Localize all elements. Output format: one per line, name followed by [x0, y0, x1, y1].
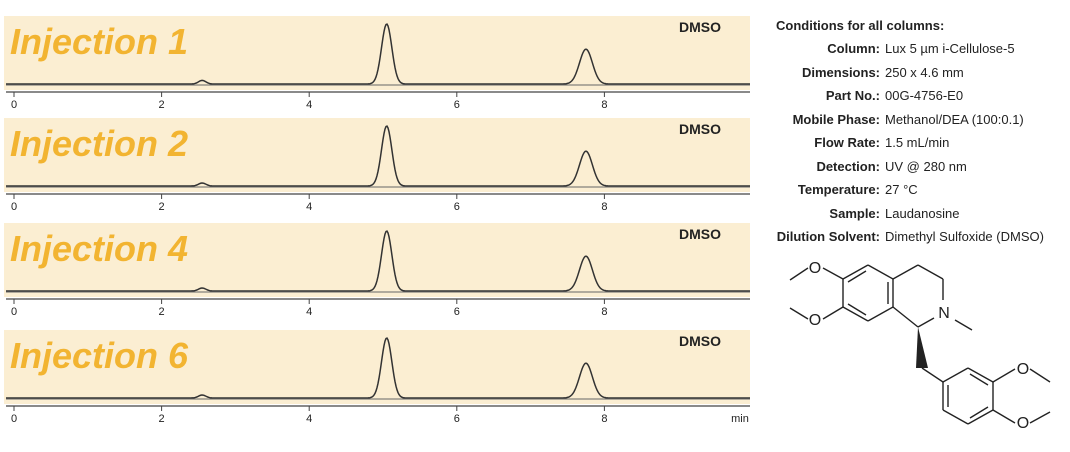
chromatogram-panel: 0 2 4 6 8 Injection 4 DMSO	[4, 223, 750, 318]
condition-label: Dimensions:	[801, 64, 880, 80]
injection-title: Injection 4	[10, 228, 188, 269]
chromatogram-trace	[6, 23, 750, 85]
condition-row-dilution-solvent: Dilution Solvent: Dimethyl Sulfoxide (DM…	[760, 225, 1065, 249]
chromatogram-panel: 0 2 4 6 8 Injection 1 DMSO	[4, 16, 750, 111]
atom-o: O	[1017, 415, 1029, 432]
structure-bonds	[789, 264, 1051, 425]
condition-label: Part No.:	[825, 88, 880, 104]
injection-title: Injection 1	[10, 21, 188, 62]
condition-label: Temperature:	[797, 182, 880, 198]
x-tick-label: 6	[454, 306, 460, 318]
injection-title: Injection 6	[10, 335, 189, 376]
condition-value: 250 x 4.6 mm	[885, 64, 964, 80]
condition-label: Mobile Phase:	[792, 111, 880, 127]
x-tick-label: 8	[601, 306, 607, 318]
condition-row-detection: Detection: UV @ 280 nm	[760, 155, 1065, 179]
x-tick-label: 8	[601, 99, 607, 111]
condition-label: Detection:	[816, 158, 880, 174]
condition-label: Dilution Solvent:	[776, 229, 880, 245]
x-tick-label: 0	[11, 413, 17, 425]
solvent-label: DMSO	[679, 226, 721, 242]
x-tick-label: 2	[159, 99, 165, 111]
x-tick-label: 6	[454, 99, 460, 111]
x-tick-label: 2	[159, 413, 165, 425]
solvent-label: DMSO	[679, 121, 721, 137]
injection-title: Injection 2	[10, 123, 188, 164]
x-tick-label: 8	[601, 201, 607, 213]
atom-n: N	[938, 305, 950, 322]
x-tick-label: 0	[11, 99, 17, 111]
x-tick-label: 2	[159, 201, 165, 213]
condition-row-part-no: Part No.: 00G-4756-E0	[760, 84, 1065, 108]
plot-background	[4, 223, 750, 297]
atom-o: O	[809, 260, 821, 277]
laudanosine-structure: O O N O O	[789, 260, 1051, 432]
chromatogram-panel: 0 2 4 6 8 Injection 2 DMSO	[4, 118, 750, 213]
condition-value: Laudanosine	[885, 205, 960, 221]
chromatogram-trace	[6, 230, 750, 292]
solvent-label: DMSO	[679, 333, 721, 349]
condition-value: Dimethyl Sulfoxide (DMSO)	[885, 229, 1044, 245]
x-tick-label: 4	[306, 99, 312, 111]
plot-background	[4, 330, 750, 404]
atom-o: O	[809, 312, 821, 329]
x-tick-label: 2	[159, 306, 165, 318]
atom-o: O	[1017, 361, 1029, 378]
condition-row-dimensions: Dimensions: 250 x 4.6 mm	[760, 61, 1065, 85]
condition-value: Lux 5 µm i-Cellulose-5	[885, 41, 1015, 57]
x-tick-label: 6	[454, 201, 460, 213]
plot-background	[4, 118, 750, 192]
x-tick-label: 4	[306, 201, 312, 213]
conditions-panel: Conditions for all columns: Column: Lux …	[760, 18, 1065, 249]
condition-row-mobile-phase: Mobile Phase: Methanol/DEA (100:0.1)	[760, 108, 1065, 132]
solvent-label: DMSO	[679, 19, 721, 35]
condition-row-column: Column: Lux 5 µm i-Cellulose-5	[760, 37, 1065, 61]
wedge-bond	[916, 327, 928, 368]
condition-value: Methanol/DEA (100:0.1)	[885, 111, 1024, 127]
x-unit-label: min	[731, 413, 749, 425]
condition-label: Column:	[827, 41, 880, 57]
condition-value: UV @ 280 nm	[885, 158, 967, 174]
condition-label: Flow Rate:	[814, 135, 880, 151]
chromatogram-stack: 0 2 4 6 8 Injection 1 DMSO 0 2 4 6 8 Injection 2 DMSO…	[4, 16, 750, 425]
conditions-title: Conditions for all columns:	[776, 18, 945, 33]
x-tick-label: 4	[306, 413, 312, 425]
x-tick-label: 4	[306, 306, 312, 318]
chromatogram-panel: 0 2 4 6 8 min Injection 6 DMSO	[4, 330, 750, 425]
x-tick-label: 0	[11, 306, 17, 318]
condition-label: Sample:	[829, 205, 880, 221]
x-tick-label: 8	[601, 413, 607, 425]
condition-value: 27 °C	[885, 182, 918, 198]
condition-value: 00G-4756-E0	[885, 88, 964, 104]
condition-row-temperature: Temperature: 27 °C	[760, 178, 1065, 202]
plot-background	[4, 16, 750, 90]
x-tick-label: 0	[11, 201, 17, 213]
condition-row-sample: Sample: Laudanosine	[760, 202, 1065, 226]
condition-row-flow-rate: Flow Rate: 1.5 mL/min	[760, 131, 1065, 155]
x-tick-label: 6	[454, 413, 460, 425]
condition-value: 1.5 mL/min	[885, 135, 950, 151]
chromatogram-trace	[6, 125, 750, 187]
chromatogram-trace	[6, 337, 750, 399]
